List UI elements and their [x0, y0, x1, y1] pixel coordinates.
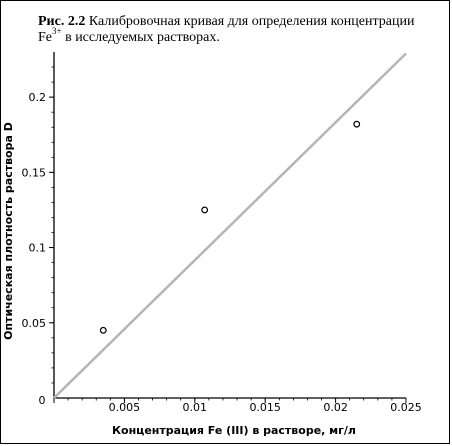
- x-tick-label: 0.025: [390, 401, 422, 414]
- y-ticks: 0.05 0.1 0.15 0.2: [22, 66, 54, 384]
- y-tick-label: 0.05: [22, 317, 47, 330]
- caption-text: Калибровочная кривая для определения кон…: [38, 14, 415, 45]
- y-tick-label: 0.15: [22, 166, 47, 179]
- data-points: [99, 120, 361, 334]
- x-tick-label: 0.01: [183, 401, 208, 414]
- data-point: [353, 120, 361, 128]
- x-ticks: 0 0.005 0.01 0.015 0.02 0.025: [39, 394, 422, 414]
- data-point: [201, 206, 209, 214]
- caption-superscript: 3+: [52, 26, 62, 37]
- data-point: [99, 326, 107, 334]
- x-axis-title: Концентрация Fe (III) в растворе, мг/л: [112, 424, 356, 437]
- caption-text-end: в исследуемых растворах.: [61, 30, 220, 45]
- x-tick-label: 0.02: [323, 401, 348, 414]
- x-tick-label: 0: [39, 394, 46, 407]
- caption-label: Рис. 2.2: [38, 14, 86, 29]
- x-tick-label: 0.005: [109, 401, 141, 414]
- x-tick-label: 0.015: [249, 401, 281, 414]
- y-tick-label: 0.1: [29, 242, 47, 255]
- y-tick-label: 0.2: [29, 91, 47, 104]
- y-axis-title: Оптическая плотность раствора D: [2, 122, 15, 340]
- calibration-fit-line: [53, 52, 407, 399]
- figure-caption: Рис. 2.2 Калибровочная кривая для опреде…: [38, 14, 418, 46]
